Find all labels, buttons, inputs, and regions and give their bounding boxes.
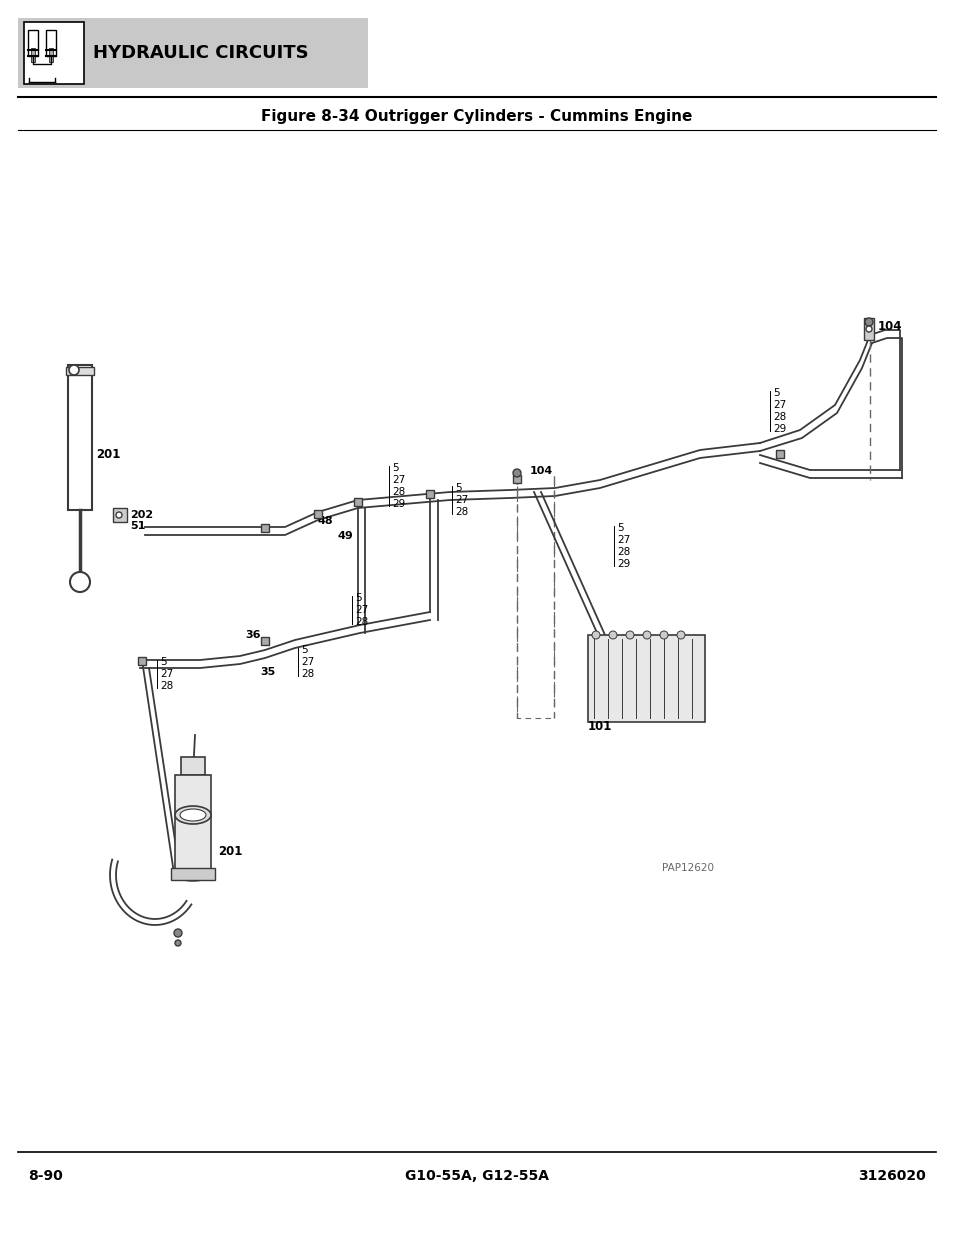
Circle shape (173, 929, 182, 937)
Bar (171, 868, 214, 881)
Bar (513, 475, 520, 483)
Text: 202: 202 (130, 510, 153, 520)
Bar (261, 637, 269, 645)
Text: 29: 29 (392, 499, 405, 509)
Bar (112, 508, 127, 522)
Bar (49, 48, 53, 62)
Text: 27: 27 (455, 495, 468, 505)
Bar (775, 450, 783, 458)
Bar (354, 498, 361, 506)
Bar (66, 367, 94, 375)
Text: 29: 29 (617, 559, 630, 569)
Text: 35: 35 (260, 667, 275, 677)
Bar (181, 757, 205, 776)
Circle shape (659, 631, 667, 638)
Text: 28: 28 (355, 618, 368, 627)
Circle shape (864, 317, 872, 326)
Bar (24, 22, 84, 84)
Text: 27: 27 (355, 605, 368, 615)
Text: 28: 28 (455, 508, 468, 517)
Circle shape (865, 326, 871, 332)
Text: HYDRAULIC CIRCUITS: HYDRAULIC CIRCUITS (92, 44, 309, 62)
Text: 5: 5 (455, 483, 461, 493)
Text: 5: 5 (160, 657, 167, 667)
Text: 28: 28 (160, 680, 173, 692)
Circle shape (69, 366, 79, 375)
Circle shape (608, 631, 617, 638)
Text: 28: 28 (301, 669, 314, 679)
Text: 5: 5 (392, 463, 398, 473)
Circle shape (625, 631, 634, 638)
Bar (863, 317, 873, 340)
Circle shape (116, 513, 122, 517)
Text: 27: 27 (160, 669, 173, 679)
Text: 3126020: 3126020 (858, 1170, 925, 1183)
Text: G10-55A, G12-55A: G10-55A, G12-55A (405, 1170, 548, 1183)
Text: 49: 49 (337, 531, 354, 541)
Text: 27: 27 (392, 475, 405, 485)
Bar (30, 48, 35, 62)
Text: 29: 29 (772, 424, 785, 433)
Text: 28: 28 (392, 487, 405, 496)
Text: 51: 51 (130, 521, 145, 531)
Text: 5: 5 (617, 522, 623, 534)
Text: 201: 201 (218, 845, 242, 858)
Circle shape (677, 631, 684, 638)
Text: 36: 36 (245, 630, 260, 640)
Bar (261, 524, 269, 532)
Bar (46, 30, 56, 56)
Bar (587, 635, 704, 722)
Bar (18, 19, 368, 88)
Bar (314, 510, 322, 517)
Text: 104: 104 (530, 466, 553, 475)
Text: 27: 27 (772, 400, 785, 410)
Text: 101: 101 (587, 720, 612, 734)
Text: 28: 28 (617, 547, 630, 557)
Ellipse shape (180, 809, 206, 821)
Text: 48: 48 (317, 516, 334, 526)
Ellipse shape (174, 869, 211, 881)
Text: 201: 201 (96, 448, 120, 462)
Circle shape (174, 940, 181, 946)
Circle shape (592, 631, 599, 638)
Circle shape (513, 469, 520, 477)
Text: 104: 104 (877, 320, 902, 332)
Bar (68, 366, 91, 510)
Bar (174, 776, 211, 876)
Ellipse shape (174, 806, 211, 824)
Text: 27: 27 (301, 657, 314, 667)
Bar (28, 30, 38, 56)
Text: 28: 28 (772, 412, 785, 422)
Text: 5: 5 (301, 645, 307, 655)
Bar (426, 490, 434, 498)
Text: PAP12620: PAP12620 (661, 863, 713, 873)
Text: 5: 5 (355, 593, 361, 603)
Circle shape (70, 572, 90, 592)
Circle shape (642, 631, 650, 638)
Bar (138, 657, 146, 664)
Text: 5: 5 (772, 388, 779, 398)
Text: 8-90: 8-90 (28, 1170, 63, 1183)
Text: 27: 27 (617, 535, 630, 545)
Text: Figure 8-34 Outrigger Cylinders - Cummins Engine: Figure 8-34 Outrigger Cylinders - Cummin… (261, 109, 692, 124)
